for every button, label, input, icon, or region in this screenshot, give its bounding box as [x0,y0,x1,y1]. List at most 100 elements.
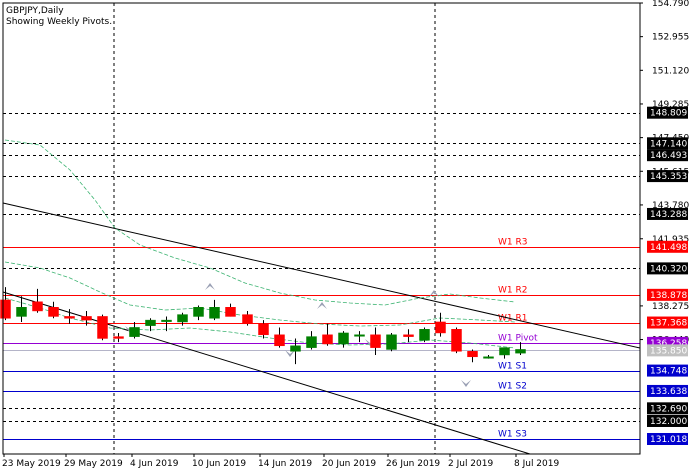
bear-candle [274,334,285,347]
plot-frame [2,2,641,455]
price-tag-label: 137.368 [650,319,687,329]
bear-candle [403,334,414,337]
price-tag-label: 132.000 [650,417,687,427]
bear-candle [258,323,269,336]
price-scale-label: 141.935 [652,235,689,245]
bear-candle [81,316,92,321]
price-level-tags: 148.809 147.140 146.493 145.353 143.288 141.4… [647,106,688,445]
date-axis: 23 May 2019 29 May 2019 4 Jun 2019 10 Jun 2… [2,454,559,469]
bull-candle [419,329,430,341]
bear-candle [322,334,333,345]
price-tag-label: 133.638 [650,387,687,397]
price-tag-box [647,344,688,357]
bear-candle [97,316,108,339]
price-tag-box [647,288,688,301]
fractal-up-marker [429,290,439,297]
price-tag-label: 132.690 [650,404,687,414]
pivot-label: W1 R3 [498,238,527,248]
bear-candle [370,334,381,348]
bull-candle [145,319,156,326]
bear-candle [48,307,59,317]
fractal-up-marker [317,302,327,309]
candles [0,287,526,365]
bull-candle [499,347,510,356]
date-label: 26 Jun 2019 [386,459,440,469]
bull-candle [306,336,317,348]
bull-candle [16,307,27,317]
bear-candle [0,299,11,319]
date-label: 14 Jun 2019 [258,459,312,469]
price-tag-label: 136.258 [650,339,687,349]
bear-candle [32,301,43,312]
envelope-middle-band [4,261,516,327]
price-tag-box [647,262,688,275]
price-tag-box [647,240,688,253]
fractal-down-marker [461,380,471,387]
price-scale-label: 152.955 [652,33,689,43]
date-label: 29 May 2019 [64,459,123,469]
horizontal-levels [3,113,640,422]
price-scale-label: 138.275 [652,302,689,312]
pivot-label: W1 R2 [498,286,527,296]
price-tag-label: 148.809 [650,109,687,119]
price-tag-label: 147.140 [650,139,687,149]
bear-candle [435,321,446,334]
bull-candle [338,332,349,345]
price-tag-label: 146.493 [650,151,687,161]
price-tag-label: 134.748 [650,367,687,377]
date-label: 4 Jun 2019 [130,459,179,469]
bear-candle [225,307,236,317]
price-tag-box [647,170,688,183]
price-scale-label: 143.780 [652,201,689,211]
price-tag-box [647,149,688,162]
envelope-bands [4,139,516,349]
bull-candle [193,307,204,317]
bull-candle [129,327,140,337]
price-tag-label: 145.353 [650,172,687,182]
bear-candle [113,336,124,339]
price-tag-box [647,432,688,445]
price-tag-label: 143.288 [650,210,687,220]
envelope-upper-band [4,139,516,306]
bull-candle [209,307,220,319]
fractal-up-marker [205,283,215,290]
price-tag-label: 138.878 [650,291,687,301]
price-tag-label: 140.320 [650,264,687,274]
fractal-down-marker [285,350,295,357]
date-label: 2 Jul 2019 [448,459,493,469]
price-tag-label: 141.498 [650,243,687,253]
price-tag-label: 131.018 [650,435,687,445]
bull-candle [177,314,188,323]
date-label: 10 Jun 2019 [192,459,246,469]
price-scale-label: 151.120 [652,66,689,76]
price-tag-box [647,384,688,397]
pivot-label: W1 R1 [498,314,527,324]
price-tag-box [647,106,688,119]
price-scale-label: 149.285 [652,100,689,110]
symbol-title: GBPJPY,Daily [6,6,64,16]
bear-candle [467,351,478,358]
bull-candle [161,319,172,322]
fractal-down-marker [365,339,375,346]
price-tag-box [647,137,688,150]
bear-candle [64,316,75,319]
pivot-label: W1 S1 [498,362,527,372]
bear-candle [451,329,462,352]
date-label: 23 May 2019 [2,459,61,469]
price-tag-box [647,316,688,329]
date-label: 20 Jun 2019 [322,459,376,469]
indicator-info: Showing Weekly Pivots. [6,17,112,27]
bull-candle [515,349,526,354]
price-tag-label: 135.850 [650,346,687,356]
price-tag-box [647,402,688,415]
pivot-label: W1 S2 [498,382,527,392]
pivot-label: W1 Pivot [498,334,538,344]
date-label: 8 Jul 2019 [514,459,559,469]
bull-candle [290,345,301,352]
price-scale-label: 154.790 [652,0,689,9]
price-tag-box [647,414,688,427]
bear-candle [242,314,253,325]
price-tag-box [647,364,688,377]
